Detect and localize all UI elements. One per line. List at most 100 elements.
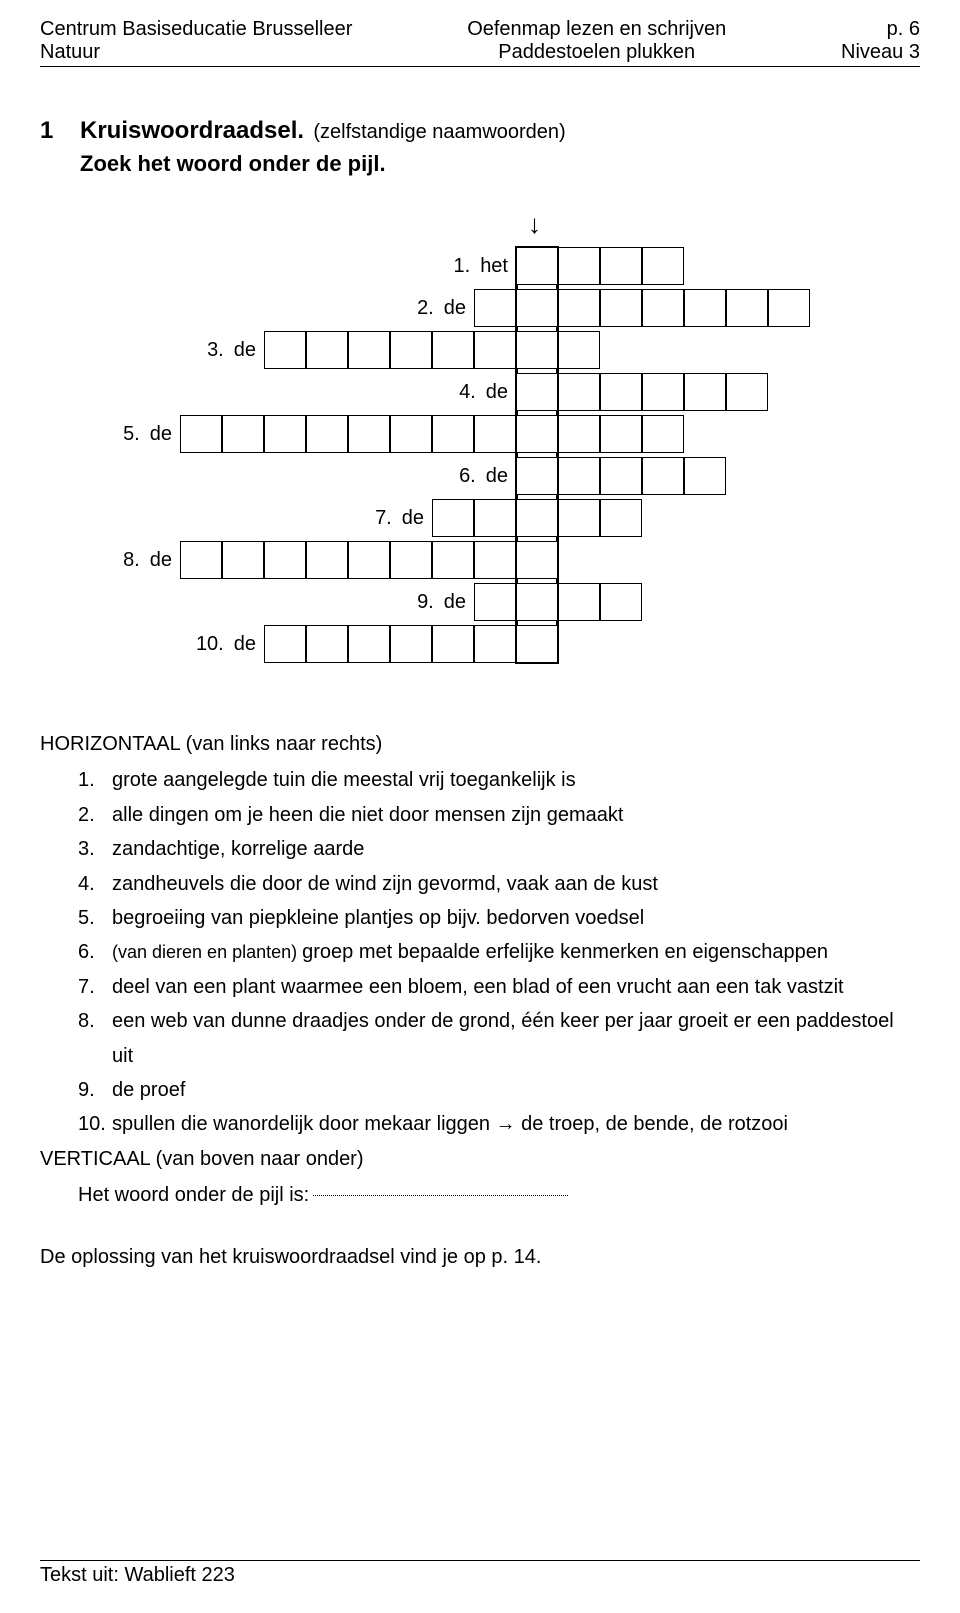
grid-cell[interactable] — [222, 541, 264, 579]
grid-cell[interactable] — [180, 541, 222, 579]
grid-cell[interactable] — [474, 541, 516, 579]
grid-cell[interactable] — [264, 331, 306, 369]
grid-cell[interactable] — [390, 415, 432, 453]
clue-item: 5.begroeiing van piepkleine plantjes op … — [78, 901, 920, 935]
grid-cell[interactable] — [558, 583, 600, 621]
clue-number: 7. — [78, 970, 112, 1004]
clue-text: begroeiing van piepkleine plantjes op bi… — [112, 901, 920, 935]
row-number: 5. — [123, 423, 140, 446]
clue-number: 10. — [78, 1107, 112, 1141]
grid-cell[interactable] — [474, 331, 516, 369]
grid-cell[interactable] — [600, 499, 642, 537]
grid-cell[interactable] — [390, 331, 432, 369]
grid-cell[interactable] — [516, 583, 558, 621]
grid-cell[interactable] — [600, 457, 642, 495]
grid-cell[interactable] — [180, 415, 222, 453]
grid-cell[interactable] — [264, 415, 306, 453]
grid-cell[interactable] — [264, 625, 306, 663]
horizontal-heading: HORIZONTAAL (van links naar rechts) — [40, 727, 920, 761]
clue-text: spullen die wanordelijk door mekaar ligg… — [112, 1107, 920, 1141]
grid-cell[interactable] — [306, 415, 348, 453]
grid-cell[interactable] — [306, 331, 348, 369]
grid-cell[interactable] — [684, 289, 726, 327]
grid-cell[interactable] — [516, 373, 558, 411]
clue-item: 4.zandheuvels die door de wind zijn gevo… — [78, 867, 920, 901]
grid-cell[interactable] — [474, 289, 516, 327]
grid-cell[interactable] — [306, 541, 348, 579]
grid-cell[interactable] — [558, 499, 600, 537]
grid-cell[interactable] — [432, 541, 474, 579]
row-article: de — [486, 465, 508, 488]
grid-cell[interactable] — [600, 373, 642, 411]
clue-item: 7.deel van een plant waarmee een bloem, … — [78, 970, 920, 1004]
grid-cell[interactable] — [558, 331, 600, 369]
grid-cell[interactable] — [600, 583, 642, 621]
grid-cell[interactable] — [474, 583, 516, 621]
row-label: 4.de — [409, 373, 508, 411]
grid-cell[interactable] — [642, 289, 684, 327]
row-article: het — [480, 255, 508, 278]
grid-row: 3.de — [157, 331, 600, 369]
page-header: Centrum Basiseducatie Brusselleer Natuur… — [40, 18, 920, 67]
exercise-title: Kruiswoordraadsel. — [80, 117, 304, 144]
grid-cell[interactable] — [600, 247, 642, 285]
clue-number: 4. — [78, 867, 112, 901]
grid-cell[interactable] — [558, 415, 600, 453]
grid-cell[interactable] — [516, 247, 558, 285]
exercise-instruction: Zoek het woord onder de pijl. — [80, 151, 920, 177]
grid-cell[interactable] — [558, 289, 600, 327]
clue-number: 8. — [78, 1004, 112, 1073]
grid-cell[interactable] — [516, 289, 558, 327]
grid-cell[interactable] — [726, 373, 768, 411]
grid-cell[interactable] — [600, 289, 642, 327]
header-right: p. 6 Niveau 3 — [841, 18, 920, 64]
grid-row: 10.de — [157, 625, 558, 663]
row-number: 7. — [375, 507, 392, 530]
grid-cell[interactable] — [684, 457, 726, 495]
grid-cell[interactable] — [726, 289, 768, 327]
grid-cell[interactable] — [642, 373, 684, 411]
grid-cell[interactable] — [642, 457, 684, 495]
grid-cell[interactable] — [642, 415, 684, 453]
grid-cell[interactable] — [684, 373, 726, 411]
grid-cell[interactable] — [516, 499, 558, 537]
clue-item: 1.grote aangelegde tuin die meestal vrij… — [78, 763, 920, 797]
grid-cell[interactable] — [600, 415, 642, 453]
grid-cell[interactable] — [222, 415, 264, 453]
grid-cell[interactable] — [516, 541, 558, 579]
grid-cell[interactable] — [516, 457, 558, 495]
grid-row: 2.de — [367, 289, 810, 327]
grid-cell[interactable] — [474, 415, 516, 453]
clue-number: 3. — [78, 832, 112, 866]
grid-cell[interactable] — [768, 289, 810, 327]
grid-row: 5.de — [73, 415, 684, 453]
grid-cell[interactable] — [516, 415, 558, 453]
grid-cell[interactable] — [642, 247, 684, 285]
grid-cell[interactable] — [558, 457, 600, 495]
grid-cell[interactable] — [348, 415, 390, 453]
grid-cell[interactable] — [516, 331, 558, 369]
grid-cell[interactable] — [516, 625, 558, 663]
dotted-answer-line[interactable] — [313, 1178, 568, 1196]
clues-section: HORIZONTAAL (van links naar rechts) 1.gr… — [40, 727, 920, 1212]
row-article: de — [486, 381, 508, 404]
grid-cell[interactable] — [558, 373, 600, 411]
grid-cell[interactable] — [264, 541, 306, 579]
page: Centrum Basiseducatie Brusselleer Natuur… — [0, 0, 960, 1613]
clue-text: deel van een plant waarmee een bloem, ee… — [112, 970, 920, 1004]
row-cells — [516, 457, 726, 495]
grid-cell[interactable] — [306, 625, 348, 663]
grid-cell[interactable] — [390, 625, 432, 663]
grid-cell[interactable] — [432, 499, 474, 537]
row-cells — [180, 541, 558, 579]
grid-cell[interactable] — [390, 541, 432, 579]
grid-cell[interactable] — [474, 625, 516, 663]
grid-cell[interactable] — [432, 331, 474, 369]
grid-cell[interactable] — [348, 541, 390, 579]
grid-cell[interactable] — [558, 247, 600, 285]
grid-cell[interactable] — [432, 625, 474, 663]
grid-cell[interactable] — [432, 415, 474, 453]
grid-cell[interactable] — [348, 331, 390, 369]
grid-cell[interactable] — [348, 625, 390, 663]
grid-cell[interactable] — [474, 499, 516, 537]
